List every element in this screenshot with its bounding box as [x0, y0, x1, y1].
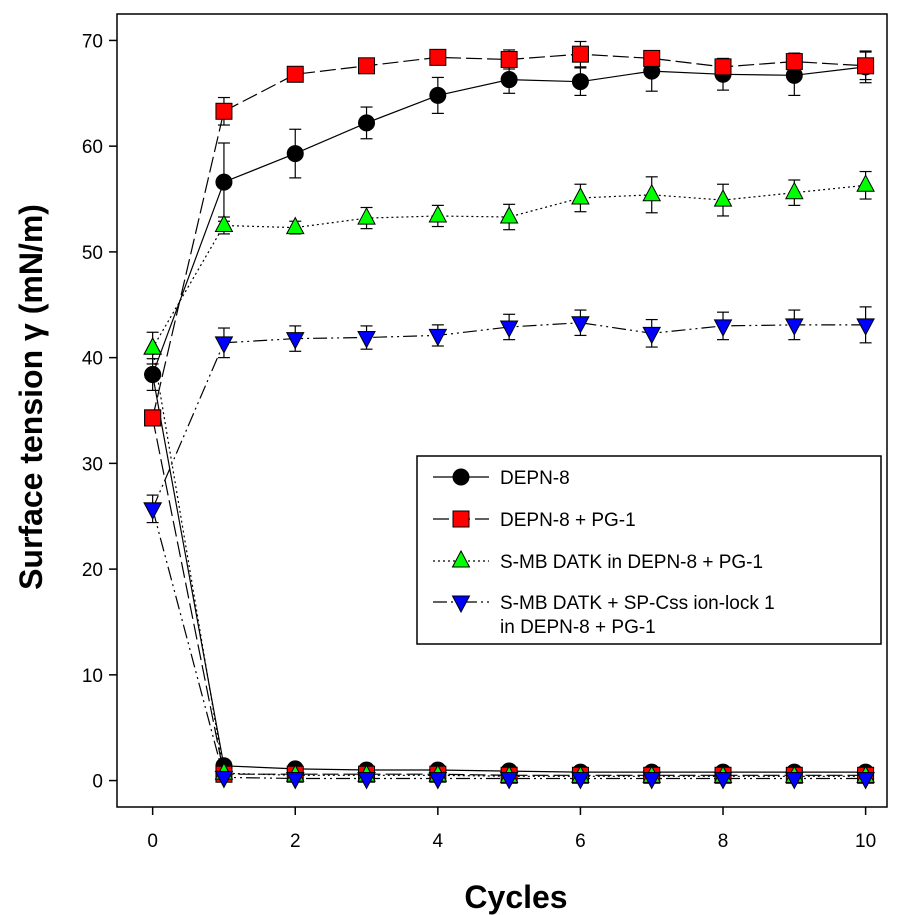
data-point-4	[642, 326, 662, 345]
data-point-4	[571, 316, 590, 334]
data-point-3	[214, 214, 234, 232]
y-tick-label: 40	[82, 349, 103, 370]
data-point-2	[714, 58, 732, 76]
error-bars	[146, 40, 872, 782]
y-tick-label: 60	[82, 137, 103, 158]
series-line-2-min	[152, 417, 866, 776]
x-tick-label: 4	[433, 831, 444, 852]
series-line-2-max	[152, 53, 866, 419]
data-point-1	[429, 86, 447, 104]
x-tick-label: 10	[855, 831, 876, 852]
legend-marker-3	[451, 549, 471, 568]
legend-marker-1	[452, 468, 470, 486]
legend-marker-4	[451, 595, 471, 614]
y-axis: 0 10 20 30 40 50 60 70	[82, 31, 117, 793]
legend-label-3: S-MB DATK in DEPN-8 + PG-1	[500, 552, 763, 573]
data-point-4	[713, 771, 733, 790]
data-point-4	[713, 319, 733, 337]
data-point-3	[571, 186, 590, 205]
legend-marker-2	[452, 510, 470, 528]
data-point-4	[784, 771, 804, 790]
data-point-1	[144, 366, 162, 384]
legend: DEPN-8 DEPN-8 + PG-1 S-MB DATK in DEPN-8 +…	[416, 455, 882, 645]
data-point-3	[143, 337, 162, 355]
legend-box	[416, 455, 882, 645]
data-point-4	[143, 502, 162, 520]
data-point-3	[713, 189, 733, 207]
y-tick-label: 20	[82, 560, 103, 581]
x-tick-label: 2	[290, 831, 301, 852]
data-point-2	[785, 53, 803, 71]
data-point-4	[856, 318, 875, 336]
series-layer	[143, 40, 875, 790]
data-point-4	[571, 771, 590, 790]
y-tick-label: 10	[82, 666, 103, 687]
y-axis-title: Surface tension γ (mN/m)	[13, 204, 49, 590]
data-point-2	[500, 50, 518, 68]
y-tick-label: 70	[82, 31, 103, 52]
data-point-4	[499, 320, 519, 339]
data-point-1	[286, 145, 304, 163]
data-point-2	[144, 409, 162, 427]
x-axis: 0 2 4 6 8 10	[147, 807, 876, 852]
data-point-3	[642, 183, 662, 202]
series-lines	[152, 53, 866, 780]
data-point-3	[285, 216, 305, 235]
data-point-1	[215, 173, 233, 191]
x-axis-title: Cycles	[464, 879, 567, 915]
legend-label-4: S-MB DATK + SP-Css ion-lock 1 in DEPN-8 +…	[500, 593, 775, 638]
data-point-2	[429, 48, 447, 66]
series-line-4-max	[152, 322, 866, 510]
data-point-2	[857, 57, 875, 75]
data-point-4	[784, 318, 804, 336]
data-point-4	[428, 328, 448, 347]
data-point-3	[499, 205, 519, 224]
data-point-2	[215, 102, 233, 120]
data-point-2	[286, 65, 304, 83]
data-point-4	[642, 771, 662, 790]
y-tick-label: 30	[82, 454, 103, 475]
data-point-4	[214, 770, 234, 789]
data-point-3	[428, 204, 448, 223]
data-point-3	[784, 181, 804, 200]
data-point-2	[571, 45, 589, 63]
data-point-2	[358, 57, 376, 75]
plot-frame	[116, 13, 888, 808]
data-points	[143, 45, 875, 790]
x-tick-label: 8	[718, 831, 729, 852]
data-point-4	[214, 336, 234, 354]
legend-label-2: DEPN-8 + PG-1	[500, 510, 636, 531]
data-point-3	[856, 174, 875, 192]
x-tick-label: 0	[147, 831, 158, 852]
data-point-1	[358, 114, 376, 132]
data-point-1	[500, 71, 518, 89]
data-point-1	[571, 73, 589, 91]
data-point-2	[643, 49, 661, 67]
series-line-4-min	[152, 508, 866, 780]
data-point-4	[285, 771, 305, 790]
data-point-4	[357, 331, 376, 349]
data-point-4	[285, 332, 305, 350]
data-point-4	[357, 771, 376, 790]
x-tick-label: 6	[575, 831, 586, 852]
data-point-4	[856, 771, 875, 790]
y-tick-label: 50	[82, 243, 103, 264]
legend-label-1: DEPN-8	[500, 468, 570, 489]
data-point-4	[499, 771, 519, 790]
data-point-4	[428, 771, 448, 790]
data-point-3	[357, 206, 376, 225]
y-tick-label: 0	[92, 772, 103, 793]
